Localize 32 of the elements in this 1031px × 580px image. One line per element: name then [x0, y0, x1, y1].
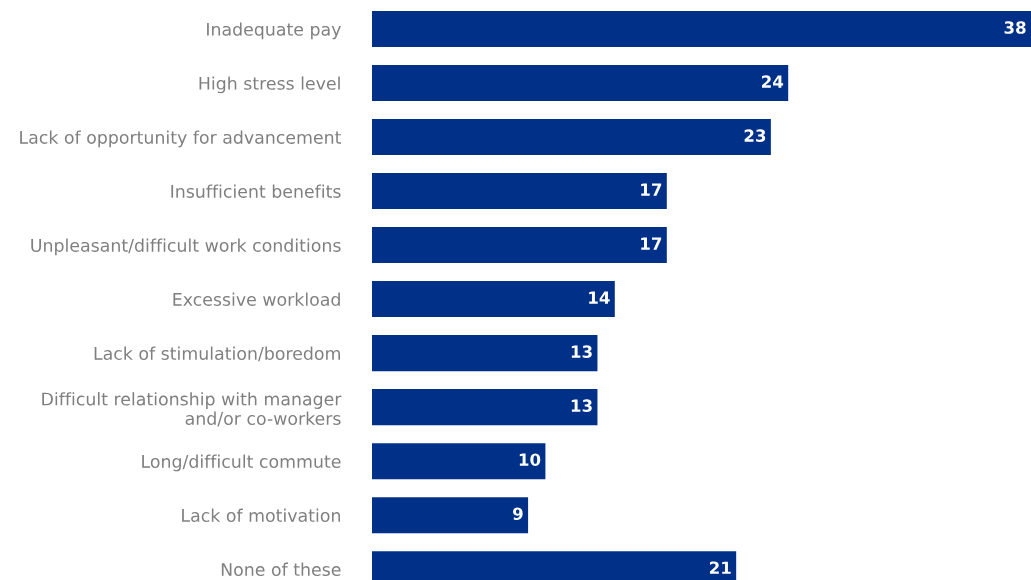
bar [372, 335, 598, 372]
bar [372, 173, 667, 210]
y-tick-label: Lack of opportunity for advancement [20, 130, 342, 148]
y-tick-label: Unpleasant/difficult work conditions [31, 238, 341, 256]
bar [372, 65, 789, 102]
bar [372, 119, 771, 156]
y-tick-label: Long/difficult commute [142, 454, 341, 472]
data-label: 9 [513, 507, 523, 521]
y-tick-label: Excessive workload [173, 292, 340, 306]
data-label: 21 [709, 561, 731, 574]
bar [372, 281, 615, 318]
data-label: 17 [641, 183, 662, 196]
y-tick-label: Difficult relationship with manager and/or co-workers [42, 392, 342, 427]
y-tick-label: Insufficient benefits [171, 184, 341, 198]
data-label: 38 [1004, 21, 1026, 34]
bar [372, 10, 1031, 48]
data-label: 10 [519, 453, 541, 466]
bar [372, 227, 667, 264]
y-tick-label: Lack of motivation [182, 508, 340, 523]
data-label: 13 [571, 345, 592, 358]
data-label: 17 [641, 237, 662, 250]
bar [372, 389, 598, 426]
bar [372, 443, 546, 480]
y-tick-label: None of these [221, 562, 341, 577]
data-label: 23 [744, 129, 766, 142]
data-label: 13 [571, 399, 592, 412]
y-tick-label: High stress level [199, 76, 340, 94]
y-tick-label: Lack of stimulation/boredom [94, 346, 340, 362]
data-label: 24 [762, 75, 784, 88]
bar [372, 497, 529, 534]
y-tick-label: Inadequate pay [207, 22, 341, 40]
data-label: 14 [589, 291, 610, 304]
